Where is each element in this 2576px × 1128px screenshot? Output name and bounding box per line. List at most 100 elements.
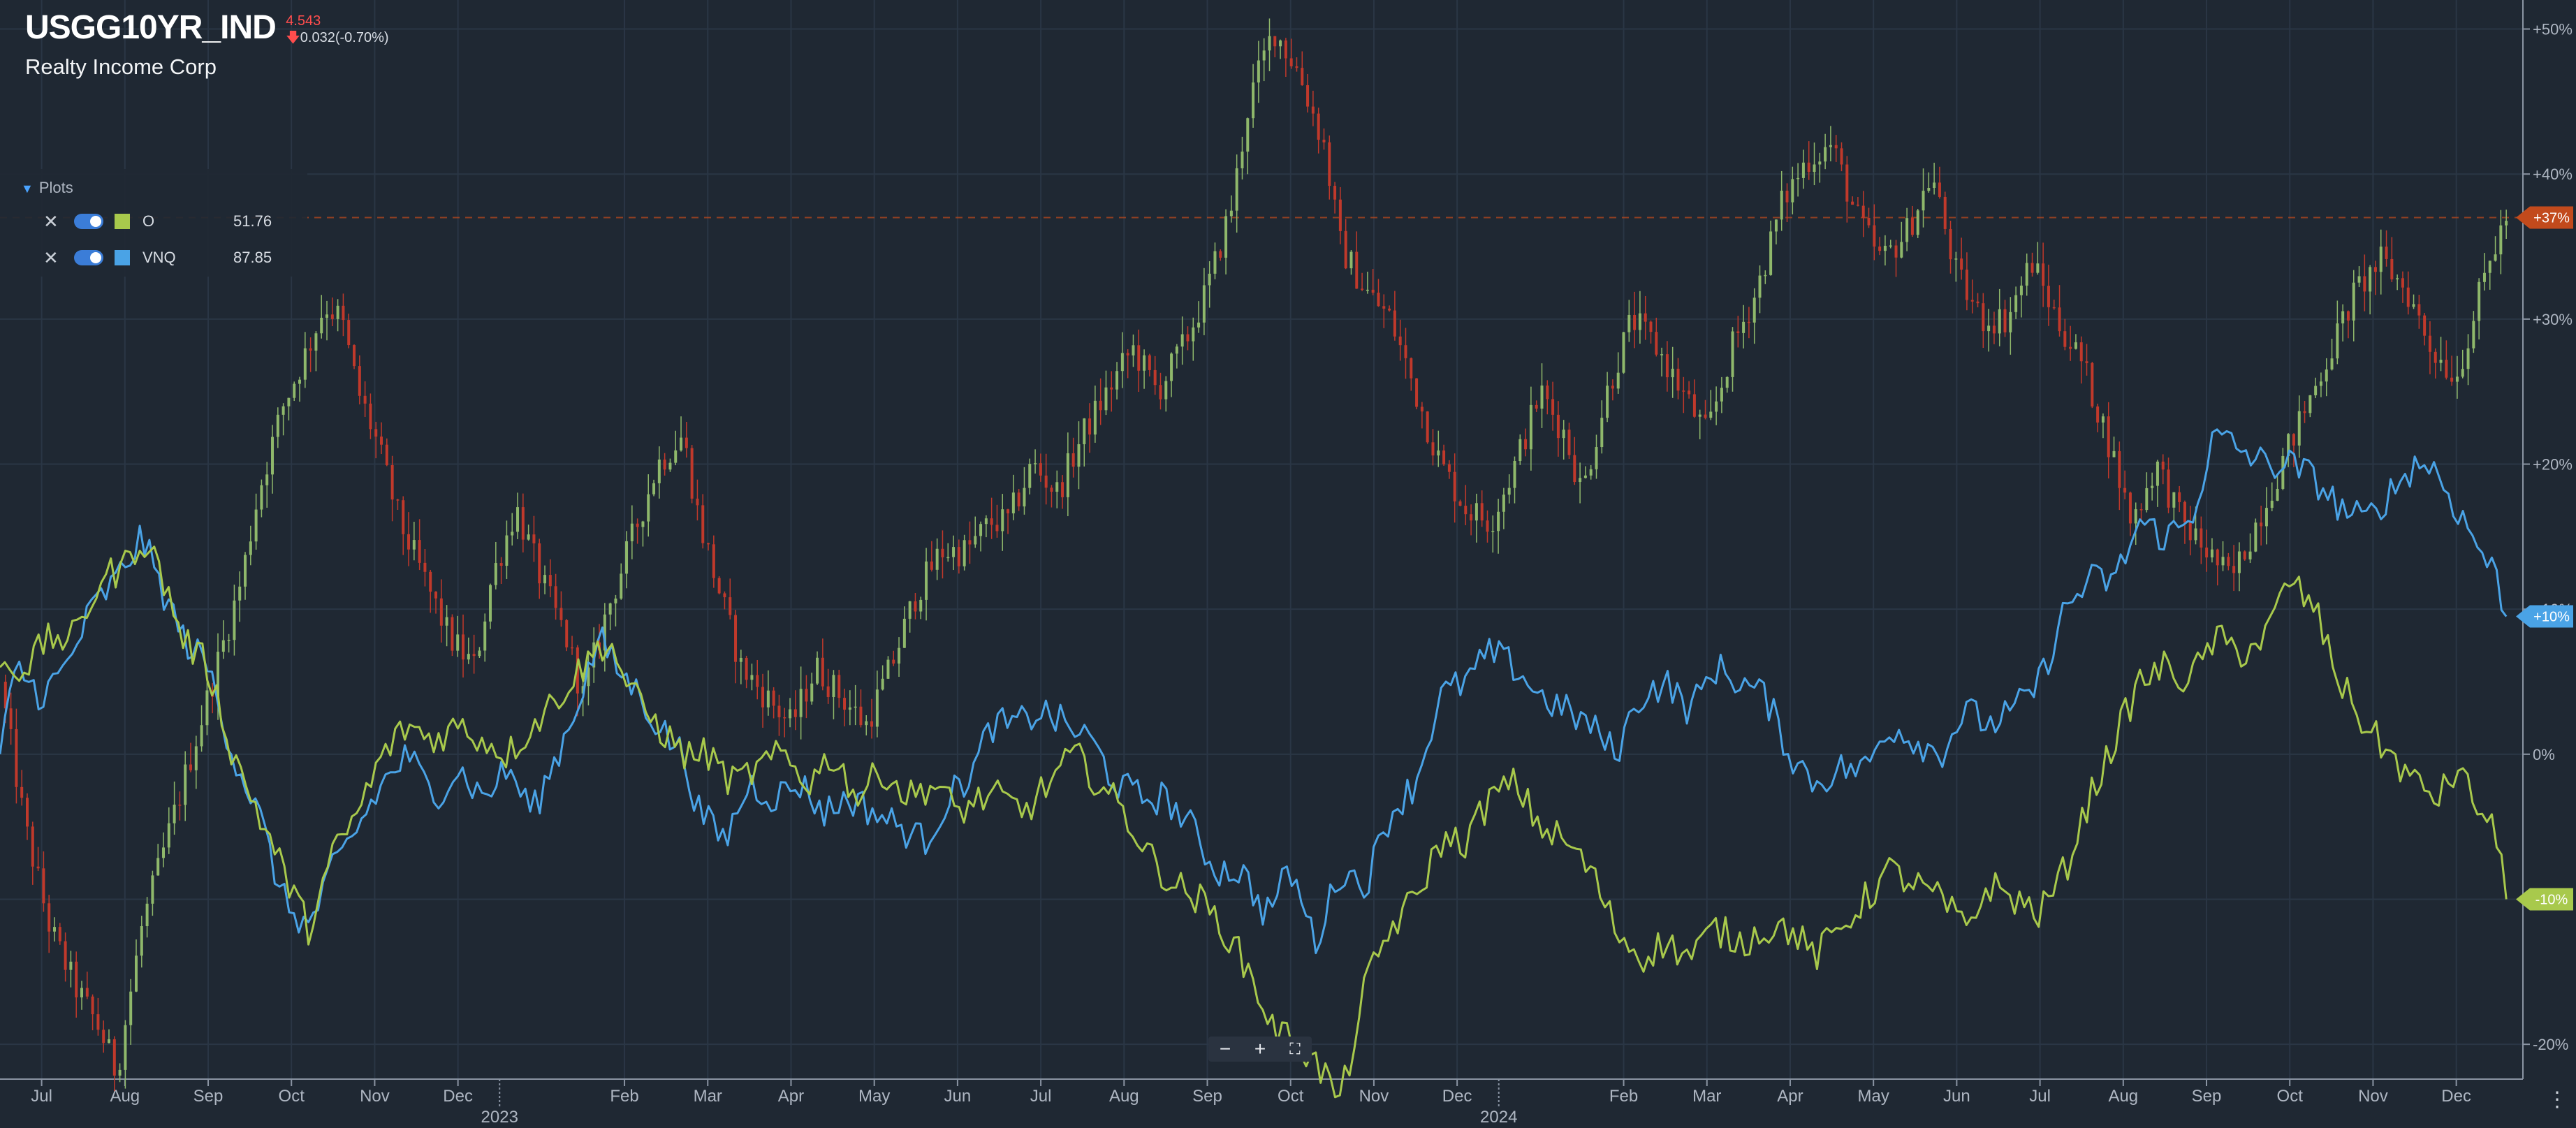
candle-body — [630, 523, 634, 541]
candle-body — [2346, 311, 2350, 321]
candle-body — [1366, 289, 1369, 291]
candle-body — [402, 500, 405, 534]
remove-plot-vnq-button[interactable]: ✕ — [43, 247, 59, 268]
candle-body — [80, 988, 84, 997]
candle-body — [1349, 251, 1353, 269]
candle-body — [1824, 147, 1827, 162]
candle-body — [96, 1014, 100, 1030]
candle-body — [2428, 335, 2431, 352]
candle-body — [320, 317, 323, 334]
candle-body — [1083, 418, 1086, 445]
candle-body — [2156, 461, 2159, 486]
candle-body — [930, 561, 933, 570]
toggle-plot-o[interactable] — [74, 214, 103, 229]
plots-title: Plots — [38, 179, 73, 196]
candle-body — [1943, 196, 1947, 229]
candle-body — [1611, 386, 1614, 389]
zoom-in-button[interactable]: + — [1254, 1038, 1266, 1060]
candle-body — [467, 654, 470, 660]
candle-body — [1715, 401, 1718, 412]
candle-body — [968, 540, 972, 545]
candle-body — [494, 563, 497, 585]
candle-body — [859, 706, 863, 726]
vnq-badge — [2516, 605, 2573, 628]
candle-body — [521, 507, 525, 540]
plots-header[interactable]: ▼ Plots — [0, 169, 307, 204]
candle-body — [221, 640, 225, 652]
candle-body — [2455, 376, 2459, 382]
candle-body — [2406, 287, 2410, 307]
x-tick-label: Feb — [610, 1087, 638, 1106]
candle-body — [2401, 278, 2404, 288]
candle-body — [1235, 168, 1238, 211]
candle-body — [821, 657, 824, 687]
series-line-vnq — [0, 428, 2508, 955]
candle-body — [2270, 500, 2274, 508]
candle-body — [1851, 201, 1854, 205]
candle-body — [347, 320, 351, 346]
candle-body — [1028, 464, 1032, 488]
candle-body — [276, 414, 279, 437]
candle-body — [1382, 306, 1386, 309]
candle-body — [712, 544, 715, 578]
candle-body — [554, 586, 557, 608]
o-badge-label: -10% — [2535, 893, 2568, 908]
color-swatch-o[interactable] — [115, 214, 130, 229]
candle-body — [2210, 549, 2213, 558]
remove-plot-o-button[interactable]: ✕ — [43, 211, 59, 232]
zoom-out-button[interactable]: − — [1219, 1038, 1231, 1060]
candle-body — [1115, 371, 1119, 390]
candle-body — [946, 557, 950, 559]
candle-body — [1241, 152, 1244, 168]
candle-body — [1616, 372, 1620, 389]
candle-body — [184, 764, 187, 805]
candle-body — [2390, 258, 2394, 279]
candle-body — [1965, 270, 1968, 300]
candle-body — [1458, 501, 1462, 506]
fit-screen-button[interactable]: ⛶ — [1289, 1040, 1301, 1057]
candle-body — [2096, 406, 2100, 423]
candle-body — [1044, 475, 1048, 488]
color-swatch-vnq[interactable] — [115, 250, 130, 265]
candle-body — [1873, 225, 1876, 247]
candle-body — [1600, 418, 1604, 448]
candle-body — [1905, 218, 1909, 242]
plot-row-vnq: ✕ VNQ 87.85 — [0, 240, 307, 277]
candle-body — [739, 657, 742, 662]
candle-body — [1916, 210, 1919, 235]
candle-body — [1104, 387, 1108, 411]
candle-body — [1579, 478, 1582, 483]
candle-body — [2101, 416, 2105, 423]
y-tick-label: -20% — [2533, 1036, 2568, 1053]
candle-body — [374, 429, 378, 437]
candle-body — [1540, 385, 1544, 409]
candle-body — [1513, 461, 1516, 488]
toggle-knob — [90, 216, 101, 227]
candle-body — [281, 406, 285, 415]
candle-body — [489, 585, 492, 622]
candle-body — [1927, 187, 1931, 191]
candle-body — [69, 961, 73, 970]
candle-body — [369, 403, 372, 430]
toggle-knob — [90, 252, 101, 263]
candle-body — [2058, 307, 2061, 332]
candle-body — [2205, 547, 2209, 558]
candle-body — [625, 541, 629, 574]
symbol-title: USGG10YR_IND — [25, 9, 277, 46]
candle-body — [1633, 314, 1637, 330]
candle-body — [249, 541, 252, 555]
more-options-icon[interactable]: ⋮ — [2547, 1088, 2568, 1111]
candle-body — [581, 686, 585, 694]
x-tick-label: May — [1858, 1087, 1889, 1106]
candle-body — [777, 705, 781, 717]
candle-body — [1470, 514, 1473, 521]
candle-body — [1949, 228, 1952, 260]
candle-body — [396, 499, 400, 501]
candle-body — [701, 505, 705, 543]
candle-body — [984, 518, 988, 525]
candle-body — [837, 675, 841, 698]
candle-body — [1731, 331, 1734, 377]
toggle-plot-vnq[interactable] — [74, 250, 103, 265]
collapse-triangle-icon[interactable]: ▼ — [21, 182, 34, 196]
